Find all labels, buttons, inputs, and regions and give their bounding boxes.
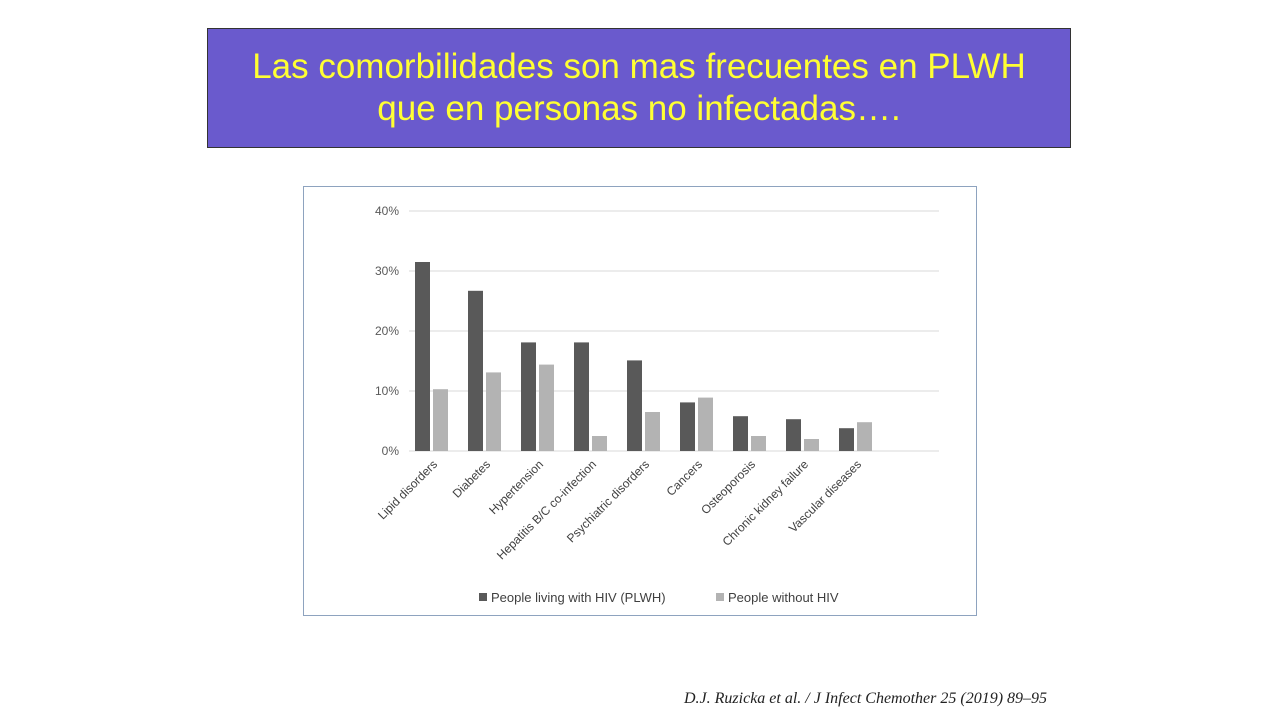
bar-plwh <box>733 416 748 451</box>
bar-plwh <box>786 419 801 451</box>
x-tick-label: Diabetes <box>450 457 493 500</box>
bar-without-hiv <box>486 372 501 451</box>
x-tick-label: Cancers <box>664 457 705 498</box>
bar-without-hiv <box>592 436 607 451</box>
bar-without-hiv <box>751 436 766 451</box>
bar-plwh <box>680 402 695 451</box>
bar-plwh <box>521 342 536 451</box>
legend-label: People living with HIV (PLWH) <box>491 590 666 605</box>
bar-plwh <box>468 290 483 451</box>
bar-without-hiv <box>433 389 448 451</box>
bar-plwh <box>627 360 642 451</box>
y-tick-label: 10% <box>375 384 399 398</box>
legend-swatch <box>716 593 724 601</box>
title-line-1: Las comorbilidades son mas frecuentes en… <box>252 47 1026 86</box>
legend-label: People without HIV <box>728 590 839 605</box>
title-line-2: que en personas no infectadas…. <box>377 89 901 128</box>
bar-without-hiv <box>857 422 872 451</box>
slide-title: Las comorbilidades son mas frecuentes en… <box>207 28 1071 148</box>
legend-swatch <box>479 593 487 601</box>
bar-without-hiv <box>645 412 660 451</box>
bar-without-hiv <box>698 397 713 451</box>
y-tick-label: 20% <box>375 324 399 338</box>
citation: D.J. Ruzicka et al. / J Infect Chemother… <box>684 690 1048 707</box>
bar-without-hiv <box>804 439 819 451</box>
bar-chart: 0%10%20%30%40%Lipid disorders DiabetesHyp… <box>375 204 939 605</box>
bar-without-hiv <box>539 364 554 451</box>
bar-plwh <box>839 428 854 451</box>
bar-plwh <box>415 262 430 451</box>
y-tick-label: 40% <box>375 204 399 218</box>
x-tick-label: Hepatitis B/C co-infection <box>494 457 599 562</box>
x-tick-label: Lipid disorders <box>375 457 440 522</box>
bar-plwh <box>574 342 589 451</box>
chart-frame: 0% 10% 20% 30% 40% Lipid disorders Diabetes Hyp… <box>303 186 977 616</box>
y-tick-label: 0% <box>382 444 400 458</box>
y-tick-label: 30% <box>375 264 399 278</box>
